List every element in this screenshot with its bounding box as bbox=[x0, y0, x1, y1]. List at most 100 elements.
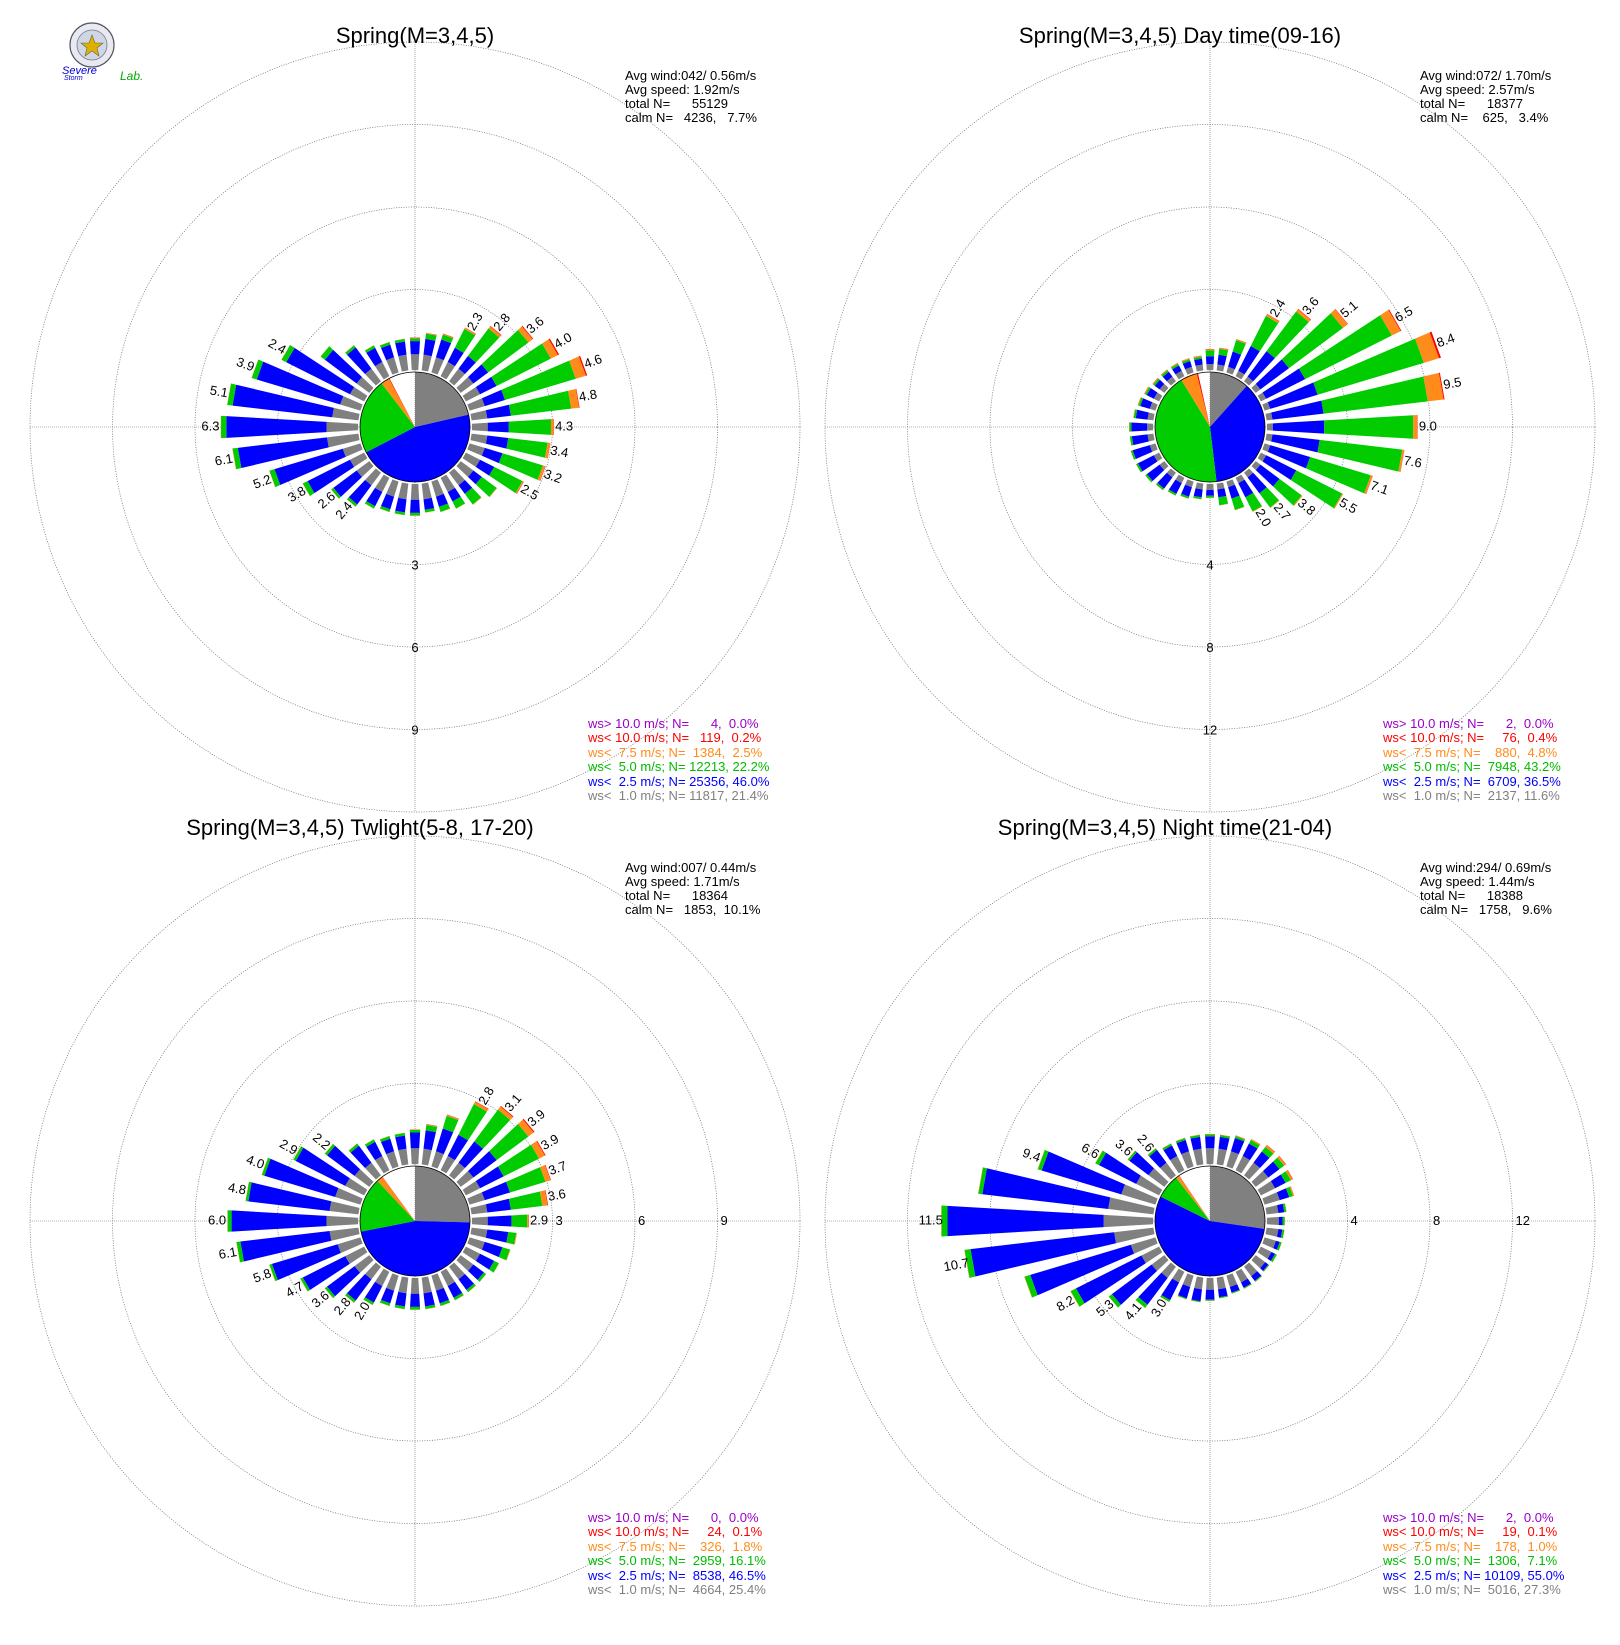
legend-item-lt2-5: ws< 2.5 m/s; N= 25356, 46.0% bbox=[587, 774, 770, 789]
ring-value-label: 3 bbox=[556, 1213, 563, 1228]
bar-value-label: 3.6 bbox=[547, 1186, 567, 1204]
bar-segment bbox=[226, 416, 326, 438]
bar-segment bbox=[486, 405, 511, 419]
bar-segment bbox=[343, 443, 363, 456]
bar-segment bbox=[527, 1214, 528, 1227]
bar-segment bbox=[386, 1151, 398, 1168]
bar-segment bbox=[1324, 415, 1413, 438]
bar-segment bbox=[1193, 1149, 1203, 1166]
bar-segment bbox=[1262, 1192, 1279, 1204]
bar-value-label: 6.3 bbox=[201, 418, 219, 433]
legend-item-lt7-5: ws< 7.5 m/s; N= 1384, 2.5% bbox=[587, 745, 763, 760]
stat-total-n: total N= 18377 bbox=[1420, 96, 1523, 111]
legend-item-lt5: ws< 5.0 m/s; N= 2959, 16.1% bbox=[587, 1553, 766, 1568]
bar-segment bbox=[1217, 482, 1225, 489]
bar-segment bbox=[1206, 349, 1215, 350]
bar-segment bbox=[431, 1273, 443, 1290]
legend-item-lt10: ws< 10.0 m/s; N= 119, 0.2% bbox=[587, 730, 762, 745]
stat-avg-speed: Avg speed: 1.71m/s bbox=[625, 874, 740, 889]
legend: ws> 10.0 m/s; N= 0, 0.0% ws< 10.0 m/s; N… bbox=[587, 1510, 766, 1597]
legend-item-lt2-5: ws< 2.5 m/s; N= 6709, 36.5% bbox=[1382, 774, 1561, 789]
bar-segment bbox=[1217, 1276, 1226, 1289]
bar-segment bbox=[472, 1217, 488, 1225]
bar-segment bbox=[482, 448, 503, 463]
stat-calm-n: calm N= 4236, 7.7% bbox=[625, 110, 757, 125]
legend-item-lt7-5: ws< 7.5 m/s; N= 326, 1.8% bbox=[587, 1539, 763, 1554]
bar-segment bbox=[411, 1148, 419, 1164]
legend: ws> 10.0 m/s; N= 2, 0.0% ws< 10.0 m/s; N… bbox=[1382, 1510, 1565, 1597]
bar-segment bbox=[1191, 1137, 1202, 1150]
bar-segment bbox=[398, 482, 408, 499]
chart-title: Spring(M=3,4,5) Day time(09-16) bbox=[1019, 23, 1341, 48]
stat-calm-n: calm N= 625, 3.4% bbox=[1420, 110, 1549, 125]
bar-segment bbox=[232, 1210, 327, 1231]
bar-segment bbox=[1133, 445, 1153, 459]
bar-value-label: 6.0 bbox=[208, 1212, 226, 1227]
ring-value-label: 8 bbox=[1206, 640, 1213, 655]
bar-value-label: 7.6 bbox=[1403, 453, 1423, 471]
stat-avg-speed: Avg speed: 1.92m/s bbox=[625, 82, 740, 97]
bar-segment bbox=[470, 1204, 487, 1214]
bar-segment bbox=[386, 479, 398, 496]
bar-segment bbox=[398, 1276, 408, 1293]
legend-item-lt2-5: ws< 2.5 m/s; N= 8538, 46.5% bbox=[587, 1568, 766, 1583]
chart-title: Spring(M=3,4,5) Twlight(5-8, 17-20) bbox=[186, 815, 533, 840]
bar-segment bbox=[1265, 1228, 1278, 1237]
bar-segment bbox=[486, 1229, 508, 1242]
bar-segment bbox=[423, 498, 434, 510]
bar-value-label: 4.3 bbox=[555, 418, 573, 433]
chart-title: Spring(M=3,4,5) Night time(21-04) bbox=[998, 815, 1332, 840]
bar-value-label: 9.0 bbox=[1419, 418, 1437, 433]
legend-item-lt7-5: ws< 7.5 m/s; N= 880, 4.8% bbox=[1382, 745, 1558, 760]
bar-segment bbox=[410, 1129, 421, 1130]
bar-segment bbox=[398, 1149, 408, 1166]
bar-value-label: 4.8 bbox=[227, 1180, 247, 1198]
bar-segment bbox=[423, 1130, 436, 1150]
stat-avg-wind: Avg wind:294/ 0.69m/s bbox=[1420, 860, 1552, 875]
bar-segment bbox=[509, 1191, 542, 1209]
bar-segment bbox=[1147, 423, 1153, 430]
bar-value-label: 3.4 bbox=[549, 442, 569, 460]
bar-value-label: 4.0 bbox=[244, 1152, 266, 1172]
bar-value-label: 2.9 bbox=[530, 1212, 548, 1227]
stat-avg-speed: Avg speed: 1.44m/s bbox=[1420, 874, 1535, 889]
ring-value-label: 3 bbox=[411, 558, 418, 573]
bar-segment bbox=[395, 342, 406, 357]
bar-value-label: 4.6 bbox=[582, 351, 604, 371]
logo-text-storm: Storm bbox=[64, 75, 83, 82]
bar-segment bbox=[1194, 1276, 1203, 1289]
bar-segment bbox=[410, 1130, 421, 1133]
bar-segment bbox=[1226, 1151, 1238, 1168]
bar-segment bbox=[1206, 490, 1214, 496]
legend-item-lt1: ws< 1.0 m/s; N= 5016, 27.3% bbox=[1382, 1582, 1561, 1597]
bar-segment bbox=[1413, 415, 1417, 439]
ring-value-label: 4 bbox=[1351, 1213, 1358, 1228]
bar-segment bbox=[467, 1192, 484, 1204]
bar-segment bbox=[551, 419, 554, 435]
legend-item-gt10: ws> 10.0 m/s; N= 0, 0.0% bbox=[587, 1510, 759, 1525]
bar-segment bbox=[1218, 1288, 1228, 1297]
bar-segment bbox=[1205, 1136, 1215, 1148]
bar-segment bbox=[326, 1216, 358, 1226]
stat-avg-wind: Avg wind:042/ 0.56m/s bbox=[625, 68, 757, 83]
bar-segment bbox=[509, 419, 551, 435]
bar-segment bbox=[326, 422, 358, 432]
bar-segment bbox=[948, 1206, 1104, 1236]
bar-segment bbox=[1205, 1300, 1214, 1301]
bar-segment bbox=[511, 1215, 527, 1228]
stat-total-n: total N= 18364 bbox=[625, 888, 728, 903]
bar-segment bbox=[422, 482, 432, 499]
bar-segment bbox=[472, 423, 488, 431]
legend-item-lt1: ws< 1.0 m/s; N= 11817, 21.4% bbox=[587, 788, 769, 803]
bar-segment bbox=[410, 338, 420, 339]
bar-segment bbox=[411, 484, 419, 500]
bar-segment bbox=[486, 1199, 511, 1213]
stat-total-n: total N= 55129 bbox=[625, 96, 728, 111]
